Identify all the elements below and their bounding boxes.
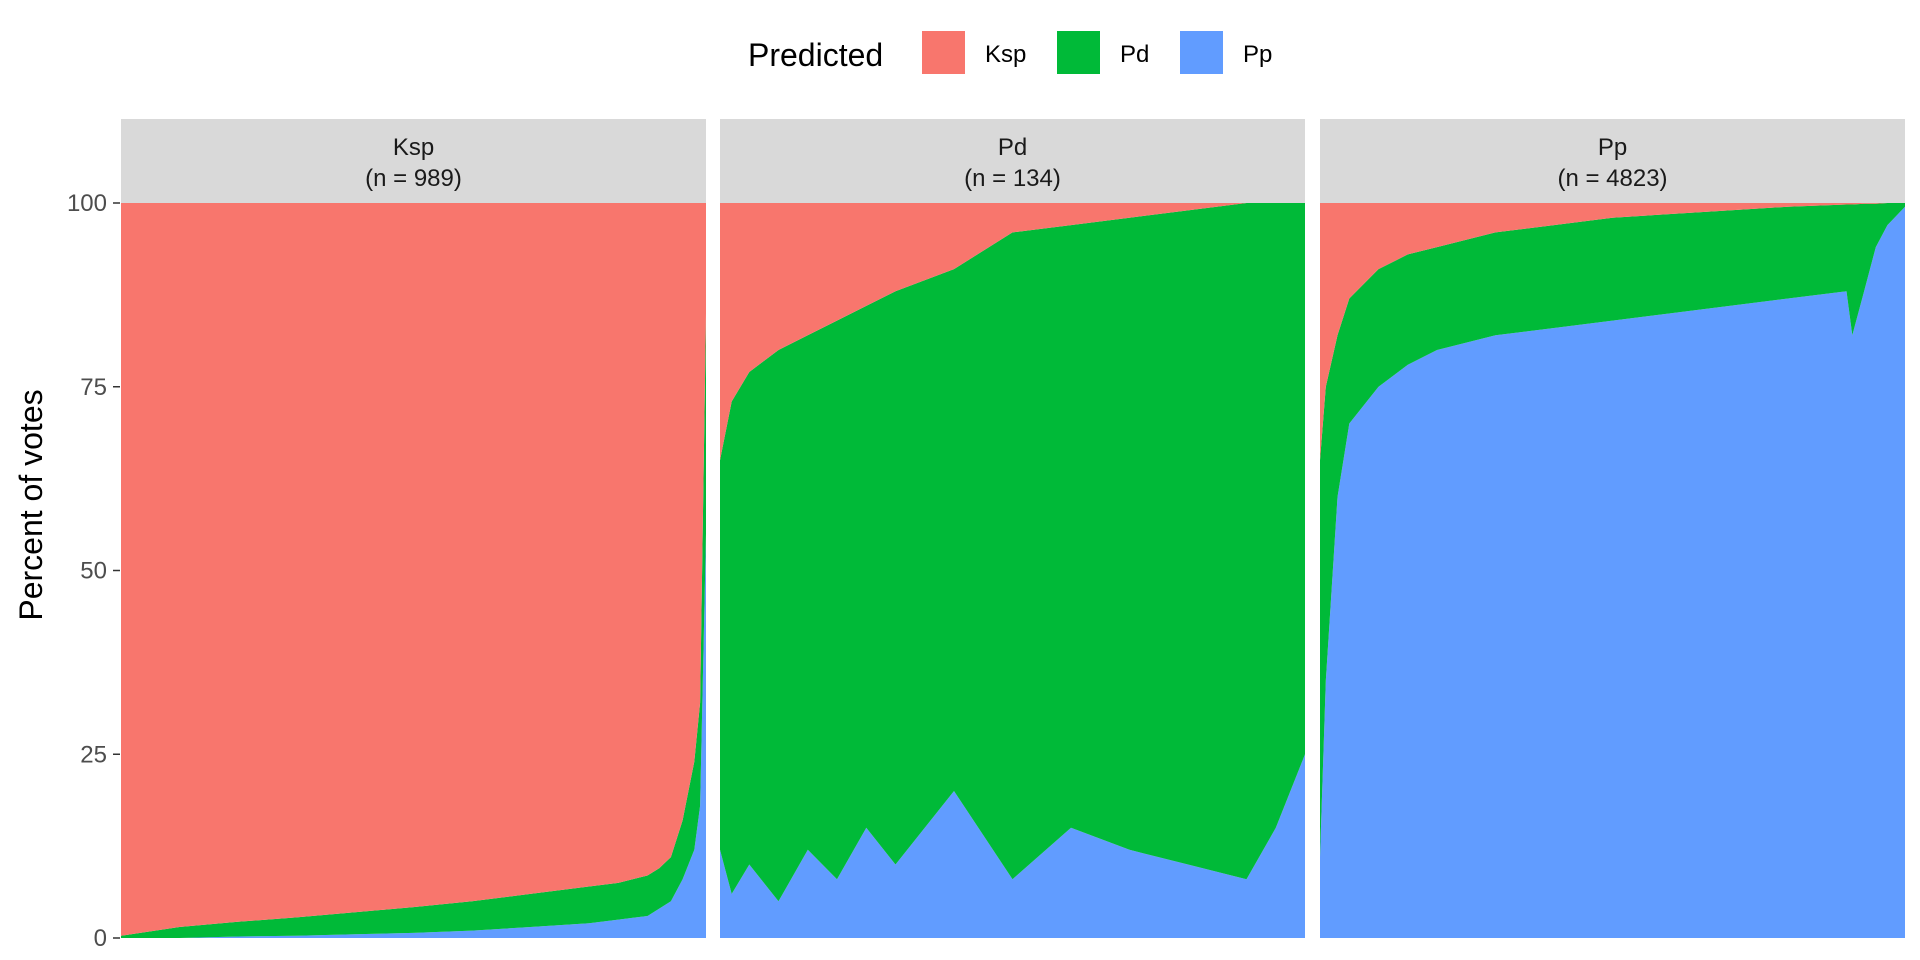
y-tick-label-25: 25 bbox=[80, 741, 107, 768]
area-ksp-ksp bbox=[121, 203, 706, 936]
legend-key-pp bbox=[1180, 31, 1223, 74]
facet-panel-ksp: Ksp (n = 989) bbox=[121, 119, 706, 938]
y-tick-label-100: 100 bbox=[67, 190, 107, 217]
area-pd-pp bbox=[720, 754, 1305, 938]
area-pd-pd bbox=[720, 203, 1305, 902]
y-axis: 0 25 50 75 100 bbox=[67, 190, 120, 952]
area-pd-ksp bbox=[720, 203, 1305, 461]
legend: Predicted Ksp Pd Pp bbox=[748, 31, 1272, 74]
legend-title: Predicted bbox=[748, 37, 883, 73]
facet-strip-ksp bbox=[121, 119, 706, 203]
facet-title-pd: Pd bbox=[998, 134, 1027, 161]
facet-subtitle-pd: (n = 134) bbox=[964, 165, 1061, 192]
facet-strip-pp bbox=[1320, 119, 1905, 203]
y-tick-label-0: 0 bbox=[94, 925, 107, 952]
area-ksp-pd bbox=[121, 313, 706, 938]
facet-strip-pd bbox=[720, 119, 1305, 203]
legend-label-ksp: Ksp bbox=[985, 41, 1026, 68]
y-tick-label-75: 75 bbox=[80, 374, 107, 401]
facet-panels: Ksp (n = 989) Pd (n = 134) Pp (n = 4823) bbox=[121, 119, 1905, 938]
facet-title-ksp: Ksp bbox=[393, 134, 434, 161]
facet-subtitle-ksp: (n = 989) bbox=[365, 165, 462, 192]
area-pp-pd bbox=[1320, 203, 1905, 858]
facet-panel-pp: Pp (n = 4823) bbox=[1320, 119, 1905, 938]
facet-subtitle-pp: (n = 4823) bbox=[1557, 165, 1667, 192]
legend-items: Ksp Pd Pp bbox=[922, 31, 1272, 74]
legend-key-pd bbox=[1057, 31, 1100, 74]
y-axis-title: Percent of votes bbox=[13, 389, 49, 620]
legend-label-pd: Pd bbox=[1120, 41, 1149, 68]
facet-title-pp: Pp bbox=[1598, 134, 1627, 161]
facet-panel-pd: Pd (n = 134) bbox=[720, 119, 1305, 938]
legend-label-pp: Pp bbox=[1243, 41, 1272, 68]
y-tick-label-50: 50 bbox=[80, 558, 107, 585]
area-pp-ksp bbox=[1320, 203, 1905, 461]
area-pp-pp bbox=[1320, 206, 1905, 938]
legend-key-ksp bbox=[922, 31, 965, 74]
